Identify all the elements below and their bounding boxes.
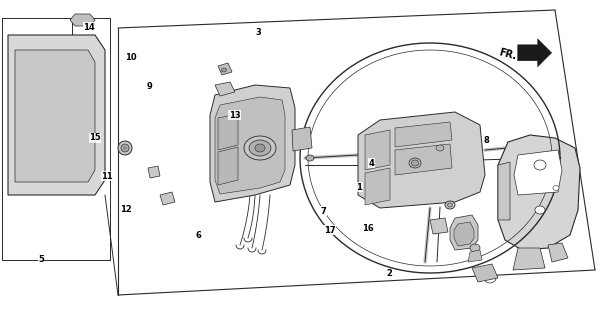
Polygon shape: [513, 248, 545, 270]
Polygon shape: [215, 97, 285, 194]
Polygon shape: [498, 162, 510, 220]
Ellipse shape: [445, 201, 455, 209]
Text: 5: 5: [38, 255, 44, 264]
Text: 12: 12: [120, 205, 132, 214]
Polygon shape: [395, 122, 452, 147]
Text: 9: 9: [146, 82, 152, 91]
Polygon shape: [430, 218, 448, 234]
Ellipse shape: [255, 144, 265, 152]
Ellipse shape: [535, 206, 545, 214]
Text: 3: 3: [255, 28, 261, 36]
Ellipse shape: [306, 155, 314, 161]
Polygon shape: [365, 130, 390, 170]
Text: FR.: FR.: [498, 48, 517, 62]
Polygon shape: [148, 166, 160, 178]
Polygon shape: [450, 215, 478, 250]
Text: 2: 2: [386, 269, 392, 278]
Polygon shape: [358, 112, 485, 208]
Polygon shape: [218, 147, 238, 185]
Ellipse shape: [436, 145, 444, 151]
Ellipse shape: [448, 203, 453, 207]
Ellipse shape: [222, 68, 227, 72]
Polygon shape: [498, 135, 580, 250]
Text: 11: 11: [101, 172, 113, 180]
Text: 1: 1: [356, 183, 362, 192]
Text: ACURA: ACURA: [39, 111, 69, 121]
Polygon shape: [517, 39, 552, 67]
Ellipse shape: [412, 160, 418, 166]
Polygon shape: [8, 35, 105, 195]
Ellipse shape: [249, 140, 271, 156]
Polygon shape: [395, 144, 452, 175]
Polygon shape: [210, 85, 295, 202]
Ellipse shape: [123, 147, 126, 149]
Text: 6: 6: [195, 231, 201, 240]
Ellipse shape: [470, 244, 480, 252]
Text: 13: 13: [228, 111, 240, 120]
Text: 14: 14: [83, 23, 95, 32]
Polygon shape: [454, 222, 474, 246]
Polygon shape: [514, 150, 562, 195]
Ellipse shape: [118, 141, 132, 155]
Text: 10: 10: [125, 53, 137, 62]
Polygon shape: [218, 114, 238, 150]
Polygon shape: [15, 50, 95, 182]
Ellipse shape: [409, 158, 421, 168]
Polygon shape: [215, 82, 235, 96]
Text: 17: 17: [323, 226, 335, 235]
Polygon shape: [160, 192, 175, 205]
Polygon shape: [70, 14, 95, 26]
Ellipse shape: [244, 136, 276, 160]
Ellipse shape: [534, 160, 546, 170]
Text: 15: 15: [89, 133, 101, 142]
Ellipse shape: [553, 186, 559, 190]
Polygon shape: [548, 243, 568, 262]
Polygon shape: [292, 127, 312, 151]
Text: 8: 8: [484, 136, 490, 145]
Polygon shape: [472, 264, 498, 282]
Text: 16: 16: [362, 224, 374, 233]
Text: 4: 4: [368, 159, 374, 168]
Ellipse shape: [121, 144, 129, 152]
Polygon shape: [218, 63, 232, 75]
Polygon shape: [365, 168, 390, 205]
Text: 7: 7: [320, 207, 326, 216]
Polygon shape: [468, 250, 482, 262]
